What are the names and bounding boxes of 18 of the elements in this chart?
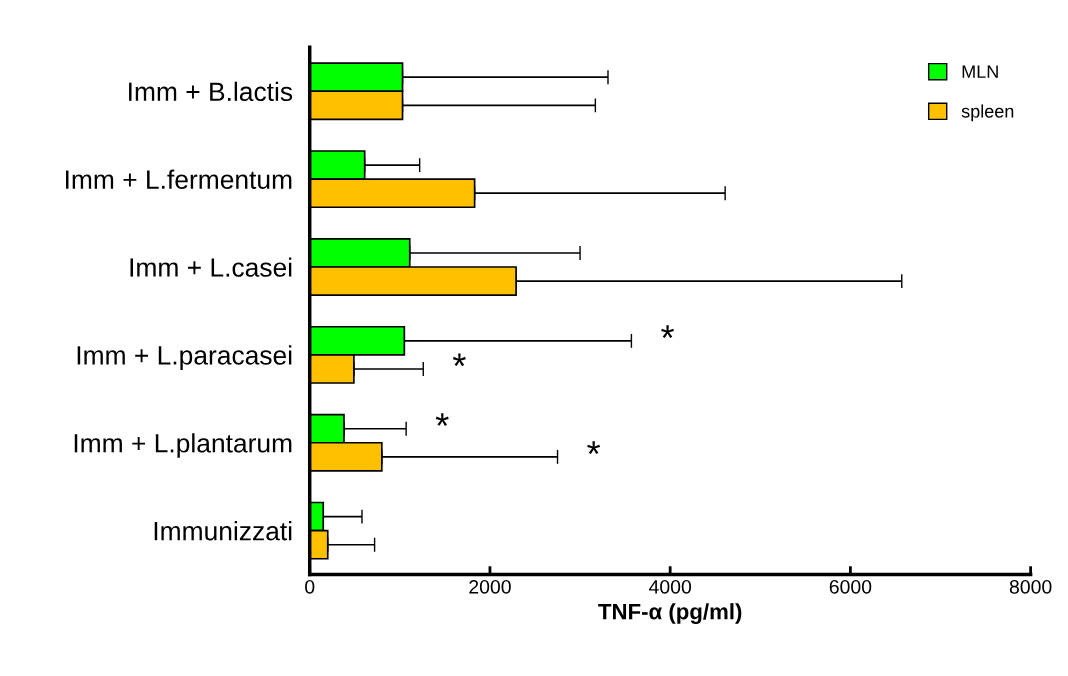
y-tick-label: Imm + L.fermentum [66,169,292,189]
annotation: * [661,325,674,339]
legend-label: MLN [962,65,998,78]
x-tick-label: 0 [305,579,315,594]
x-tick-label: 4000 [648,579,692,594]
y-tick-label: Immunizzati [154,521,292,541]
x-tick-label: 2000 [469,579,511,594]
x-tick-label: 8000 [1009,579,1052,594]
y-tick-label: Imm + L.plantarum [74,433,292,458]
y-tick-label: Imm + B.lactis [129,81,293,102]
x-axis-title: TNF-α (pg/ml) [598,603,742,624]
y-tick-label: Imm + L.casei [130,257,292,277]
x-tick-label: 6000 [829,579,872,594]
annotation: * [452,353,466,367]
annotation: * [587,441,601,455]
legend-label: spleen [961,104,1014,122]
y-tick-label: Imm + L.paracasei [77,345,292,370]
annotation: * [435,413,449,426]
